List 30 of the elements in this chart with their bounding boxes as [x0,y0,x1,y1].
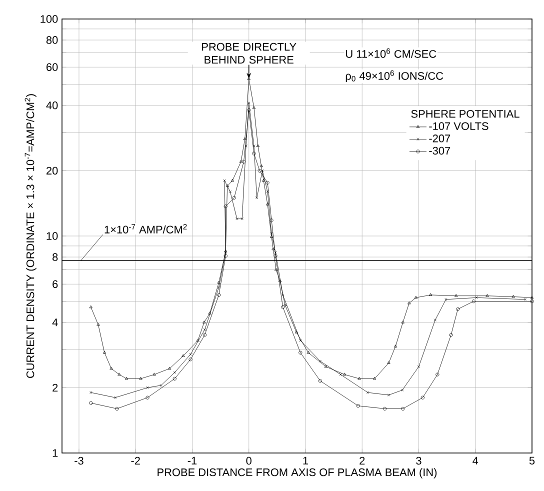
x-tick-label: 4 [472,456,478,464]
x-tick-label: -1 [188,456,197,464]
legend-label: -207 [429,134,450,142]
annotation: PROBE DIRECTLY BEHIND SPHERE [202,42,296,64]
annotation: ρ$_{0}$ 49×10$^{6}$ IONS/CC [346,70,444,82]
ref-line-label: 1×10$^{-7}$ AMP/CM$^{2}$ [104,224,187,234]
y-tick-label: 100 [40,15,58,23]
y-tick-label: 8 [52,253,58,261]
x-tick-label: 0 [246,456,252,465]
annotation: U 11×10$^{6}$ CM/SEC [346,48,436,58]
y-tick-label: 2 [52,384,58,392]
y-tick-label: 6 [52,280,58,288]
x-tick-label: 1 [303,456,308,464]
x-tick-label: 2 [360,456,365,465]
x-axis-title: PROBE DISTANCE FROM AXIS OF PLASMA BEAM (IN) [158,468,437,478]
x-tick-label: -3 [74,456,84,465]
y-tick-label: 10 [46,232,58,240]
legend-label: -107 VOLTS [429,122,488,130]
x-tick-label: 5 [529,456,535,464]
legend-label: -307 [429,146,450,155]
x-tick-label: -2 [131,456,140,465]
y-tick-label: 1 [52,449,58,457]
y-tick-label: 60 [46,63,58,72]
y-axis-title: CURRENT DENSITY (ORDINATE × 1.3 × 10$^{-7}$=AMP/CM$^{2}$) [24,94,36,378]
x-tick-label: 3 [416,456,422,465]
y-tick-label: 80 [46,36,58,44]
y-tick-label: 20 [46,166,58,175]
y-tick-label: 40 [46,101,58,110]
y-tick-label: 4 [52,318,58,326]
legend-title: SPHERE POTENTIAL [411,110,520,118]
